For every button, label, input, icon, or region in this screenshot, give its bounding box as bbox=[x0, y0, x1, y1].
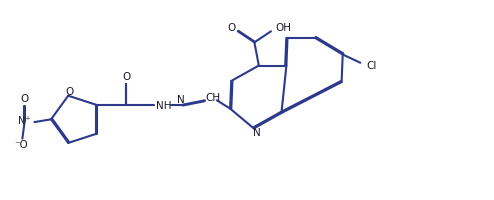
Text: ⁻O: ⁻O bbox=[14, 140, 28, 150]
Text: O: O bbox=[227, 23, 235, 33]
Text: O: O bbox=[20, 94, 29, 104]
Text: N⁺: N⁺ bbox=[18, 116, 31, 126]
Text: CH: CH bbox=[205, 93, 220, 103]
Text: O: O bbox=[65, 87, 74, 97]
Text: Cl: Cl bbox=[366, 61, 376, 71]
Text: NH: NH bbox=[156, 101, 171, 111]
Text: O: O bbox=[122, 72, 130, 82]
Text: OH: OH bbox=[275, 23, 291, 33]
Text: N: N bbox=[253, 128, 260, 138]
Text: N: N bbox=[177, 95, 185, 105]
